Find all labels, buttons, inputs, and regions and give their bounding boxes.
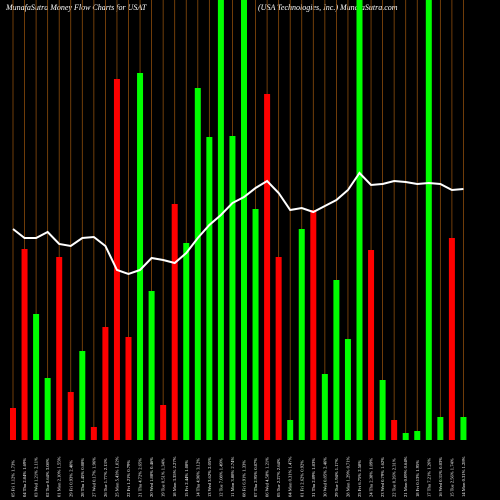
bar	[321, 374, 328, 440]
x-tick-label: 26 Tue 1.77% 2.13%	[103, 458, 108, 497]
bar	[275, 257, 282, 440]
x-tick-label: 27 Wed 0.17% 1.96%	[91, 457, 96, 497]
bar	[217, 0, 224, 440]
bar	[391, 420, 398, 440]
bar	[183, 243, 190, 440]
chart-subtitle: (USA Technologies, Inc.) MunafaSutra.com	[258, 3, 398, 12]
x-tick-label: 22 Fri 1.21% 0.79%	[126, 460, 131, 497]
bar	[264, 94, 271, 440]
x-tick-label: 04 Mon 0.31% 1.47%	[288, 456, 293, 497]
bar	[125, 337, 132, 440]
bar	[402, 433, 409, 440]
x-tick-label: 11 Mon 3.88% 2.74%	[230, 457, 235, 497]
x-tick-label: 18 Fri 0.13% 1.95%	[415, 460, 420, 497]
bar	[33, 314, 40, 440]
x-tick-label: 13 Wed 3.62% 2.05%	[207, 457, 212, 497]
x-tick-label: 04 Thu 2.84% 1.69%	[22, 458, 27, 497]
chart-title: MunafaSutra Money Flow Charts for USAT	[5, 3, 147, 12]
bar	[67, 392, 74, 440]
bar	[368, 250, 375, 440]
bar	[425, 0, 432, 440]
bar	[44, 378, 51, 440]
x-tick-label: 30 Wed 0.85% 2.46%	[322, 457, 327, 497]
x-tick-label: 21 Mon 0.09% 0.64%	[403, 456, 408, 497]
bar	[21, 249, 28, 440]
bar	[160, 405, 167, 440]
x-tick-label: 28 Mon 1.29% 0.71%	[345, 456, 350, 497]
bar	[206, 137, 213, 440]
x-tick-label: 21 Thu 4.72% 2.65%	[138, 458, 143, 497]
money-flow-line	[12, 171, 464, 276]
bar	[137, 73, 144, 440]
bar	[148, 291, 155, 440]
bar	[113, 79, 120, 440]
bar	[171, 204, 178, 440]
x-tick-label: 05 Tue 2.27% 2.64%	[276, 458, 281, 497]
x-tick-label: 07 Thu 2.95% 0.87%	[253, 458, 258, 497]
bar	[437, 417, 444, 440]
x-tick-label: 08 Fri 6.91% 1.33%	[242, 460, 247, 497]
x-tick-label: 12 Tue 7.08% 1.49%	[218, 458, 223, 497]
bar	[414, 431, 421, 440]
bar	[448, 238, 455, 440]
bar	[333, 280, 340, 440]
x-tick-label: 05 Fri 1.12% 1.73%	[11, 460, 16, 497]
x-tick-label: 24 Thu 2.38% 1.09%	[369, 458, 374, 497]
x-tick-label: 31 Thu 2.89% 1.83%	[311, 458, 316, 497]
bar	[229, 136, 236, 440]
bar	[310, 210, 317, 440]
x-tick-label: 01 Fri 2.62% 0.92%	[299, 460, 304, 497]
x-tick-label: 15 Fri 2.44% 1.08%	[184, 460, 189, 497]
bar	[356, 0, 363, 440]
x-tick-label: 20 Wed 1.88% 0.46%	[149, 457, 154, 497]
bar	[298, 229, 305, 440]
bar	[460, 417, 467, 440]
x-tick-label: 16 Wed 0.31% 0.83%	[438, 457, 443, 497]
x-tick-label: 18 Mon 3.35% 2.27%	[172, 456, 177, 497]
x-tick-label: 01 Mon 2.10% 1.55%	[57, 456, 62, 497]
x-tick-label: 23 Wed 0.79% 1.62%	[380, 457, 385, 497]
x-tick-label: 02 Tue 0.64% 3.08%	[45, 458, 50, 497]
x-tick-label: 25 Mon 5.43% 1.02%	[114, 456, 119, 497]
x-tick-label: 28 Thu 1.45% 0.88%	[80, 458, 85, 497]
bar	[241, 0, 247, 440]
bar	[194, 88, 201, 440]
x-tick-label: 06 Wed 4.58% 1.21%	[265, 457, 270, 497]
x-tick-label: 22 Tue 0.26% 2.31%	[392, 458, 397, 497]
bar	[252, 209, 259, 440]
x-tick-label: 14 Thu 4.96% 3.12%	[195, 458, 200, 497]
x-tick-label: 19 Tue 0.51% 1.34%	[161, 458, 166, 497]
bar	[90, 427, 97, 440]
x-tick-label: 15 Tue 2.56% 1.74%	[449, 458, 454, 497]
bar	[287, 420, 294, 440]
bar	[379, 380, 386, 440]
x-tick-label: 17 Thu 7.21% 1.26%	[426, 458, 431, 497]
x-tick-label: 25 Fri 6.75% 2.58%	[357, 460, 362, 497]
bar	[56, 257, 63, 440]
x-tick-label: 29 Tue 1.94% 1.17%	[334, 458, 339, 497]
bar	[10, 408, 16, 440]
bar	[102, 327, 109, 440]
x-tick-label: 29 Fri 0.93% 2.40%	[68, 460, 73, 497]
bar	[344, 339, 351, 440]
x-tick-label: 03 Wed 1.21% 2.11%	[34, 457, 39, 497]
bar	[79, 351, 86, 440]
x-tick-label: 14 Mon 0.31% 1.28%	[461, 456, 466, 497]
